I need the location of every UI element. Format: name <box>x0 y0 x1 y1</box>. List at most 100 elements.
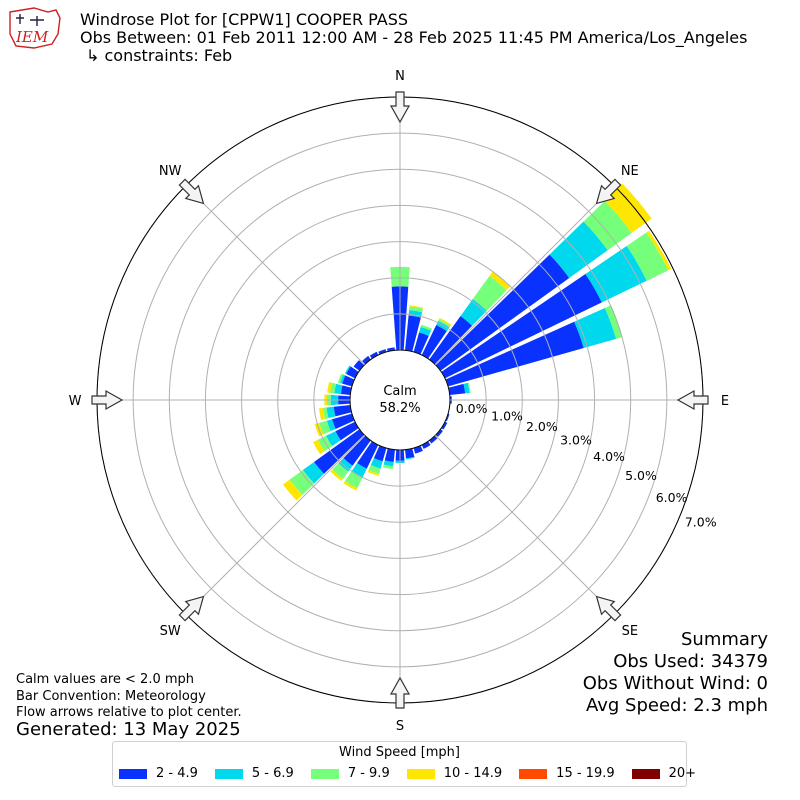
bar-170deg-bin2 <box>405 456 415 460</box>
bar-170deg-bin1 <box>405 448 415 459</box>
legend-label: 10 - 14.9 <box>443 766 503 781</box>
bar-150deg-bin1 <box>421 441 431 449</box>
legend-label: 2 - 4.9 <box>156 766 198 781</box>
legend-item-6: 20+ <box>631 766 696 781</box>
radial-tick-4: 4.0% <box>593 449 625 464</box>
summary-obs-without-wind: Obs Without Wind: 0 <box>582 673 768 694</box>
bar-260deg-bin4 <box>318 407 325 420</box>
bar-60deg-bin1 <box>441 273 602 379</box>
bar-280deg-bin4 <box>327 382 332 393</box>
bar-70deg-bin3 <box>604 305 623 339</box>
bar-50deg-bin2 <box>549 221 608 278</box>
grid-spoke-315 <box>185 185 365 365</box>
direction-label-SW: SW <box>160 624 181 639</box>
bar-200deg-bin1 <box>373 445 387 462</box>
flow-arrow-225 <box>178 595 205 622</box>
bar-260deg-bin2 <box>326 406 336 419</box>
direction-label-NW: NW <box>159 164 182 179</box>
bar-60deg-bin2 <box>585 245 647 303</box>
grid-spoke-135 <box>435 435 615 615</box>
flow-arrow-270 <box>91 389 124 411</box>
bar-convention-note: Bar Convention: Meteorology <box>16 689 206 704</box>
legend-item-5: 15 - 19.9 <box>519 766 615 781</box>
flow-arrows-note: Flow arrows relative to plot center. <box>16 705 242 720</box>
bar-200deg-bin4 <box>367 470 380 476</box>
constraints-label: ↳ constraints: Feb <box>86 46 233 65</box>
chart-labels: N NE E SE S SW W NW 0.0%1.0%2.0%3.0%4.0%5.0% 6.0%… <box>69 69 730 734</box>
radial-tick-1: 1.0% <box>491 408 523 423</box>
direction-arrows <box>91 91 709 709</box>
bar-290deg-bin3 <box>337 373 344 384</box>
bar-290deg-bin2 <box>340 374 346 384</box>
bar-220deg-bin1 <box>343 435 371 466</box>
bar-260deg-bin3 <box>322 407 329 420</box>
legend: Wind Speed [mph] 2 - 4.9 5 - 6.9 7 - 9.9 10… <box>112 741 696 787</box>
bar-200deg-bin3 <box>368 465 381 474</box>
legend-swatch <box>119 768 147 779</box>
bar-120deg-bin1 <box>441 421 448 430</box>
bar-140deg-bin1 <box>429 435 438 444</box>
legend-item-3: 7 - 9.9 <box>310 766 390 781</box>
bar-250deg-bin3 <box>319 420 331 435</box>
summary-obs-used: Obs Used: 34379 <box>613 651 768 672</box>
calm-note: Calm values are < 2.0 mph <box>16 672 195 687</box>
bar-10deg-bin4 <box>409 305 424 309</box>
bar-250deg-bin2 <box>326 419 336 432</box>
iem-logo: IEM <box>9 7 61 49</box>
flow-arrow-315 <box>178 178 205 205</box>
bar-20deg-bin2 <box>419 326 432 336</box>
flow-arrow-90 <box>676 389 709 411</box>
legend-item-1: 2 - 4.9 <box>119 766 198 781</box>
legend-swatch <box>519 768 548 779</box>
bar-20deg-bin3 <box>420 324 433 331</box>
bar-210deg-bin4 <box>343 481 358 491</box>
legend-item-4: 10 - 14.9 <box>406 766 503 781</box>
bar-60deg-bin3 <box>626 232 669 281</box>
bar-50deg-bin3 <box>583 200 632 251</box>
bar-70deg-bin1 <box>445 321 584 387</box>
bar-280deg-bin1 <box>340 385 352 395</box>
bar-50deg-bin4 <box>604 183 652 233</box>
bar-240deg-bin4 <box>313 439 325 455</box>
observation-period: Obs Between: 01 Feb 2011 12:00 AM - 28 F… <box>80 28 748 47</box>
bar-310deg-bin1 <box>353 360 365 371</box>
bar-10deg-bin3 <box>409 306 424 313</box>
calm-percent: 58.2% <box>379 401 420 416</box>
direction-label-SE: SE <box>622 624 638 639</box>
bar-80deg-bin1 <box>448 383 466 395</box>
bar-80deg-bin2 <box>463 382 470 394</box>
radial-tick-2: 2.0% <box>526 419 558 434</box>
legend-swatch <box>406 768 435 779</box>
radial-tick-5: 5.0% <box>625 468 657 483</box>
bar-230deg-bin4 <box>282 479 303 501</box>
bar-190deg-bin3 <box>382 464 394 470</box>
bar-40deg-bin3 <box>472 275 507 311</box>
direction-label-W: W <box>69 394 82 409</box>
bar-260deg-bin1 <box>333 405 352 417</box>
bar-200deg-bin2 <box>370 458 383 469</box>
bar-190deg-bin2 <box>383 460 394 467</box>
bar-320deg-bin1 <box>362 355 371 365</box>
legend-label: 15 - 19.9 <box>556 766 615 781</box>
flow-arrow-180 <box>389 676 411 709</box>
plot-title: Windrose Plot for [CPPW1] COOPER PASS <box>80 10 409 29</box>
radial-tick-6: 6.0% <box>656 490 688 505</box>
bar-230deg-bin1 <box>314 429 365 474</box>
legend-item-2: 5 - 6.9 <box>214 766 294 781</box>
bar-190deg-bin1 <box>384 448 395 462</box>
bar-300deg-bin1 <box>346 366 359 379</box>
bar-210deg-bin1 <box>357 441 379 469</box>
bar-210deg-bin2 <box>351 463 367 478</box>
flow-arrow-45 <box>595 178 622 205</box>
bar-130deg-bin1 <box>435 429 443 437</box>
bar-30deg-bin3 <box>438 319 451 328</box>
bar-220deg-bin3 <box>332 463 349 479</box>
bar-80deg-bin3 <box>467 382 471 393</box>
bar-250deg-bin1 <box>332 413 355 429</box>
flow-arrow-135 <box>595 595 622 622</box>
bar-60deg-bin4 <box>646 230 672 271</box>
legend-label: 7 - 9.9 <box>347 766 390 781</box>
legend-swatch <box>214 768 243 779</box>
bar-280deg-bin3 <box>330 382 337 394</box>
